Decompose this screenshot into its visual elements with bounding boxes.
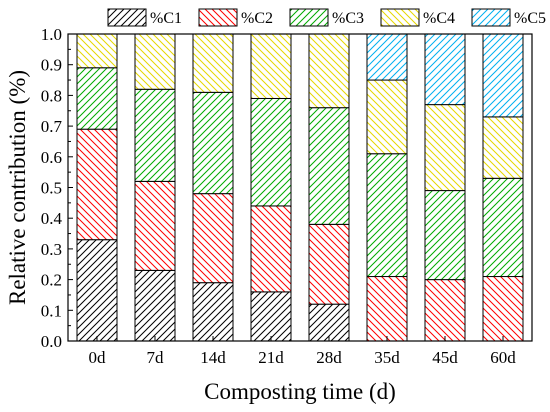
bar-segment-C4-7d: [134, 33, 176, 90]
x-tick-label: 35d: [374, 348, 400, 367]
bar-segment-C2-14d: [192, 193, 234, 284]
legend-swatch-C3: [289, 8, 329, 27]
bar-segment-C2-7d: [134, 180, 176, 271]
bars: [76, 33, 524, 342]
legend-swatch-C4: [380, 8, 420, 27]
legend-label-C1: %C1: [150, 10, 182, 27]
bar-segment-C5-60d: [482, 33, 524, 118]
y-tick-label: 0.7: [41, 117, 63, 136]
bar-segment-C3-14d: [192, 91, 234, 195]
y-axis-title: Relative contribution (%): [5, 70, 30, 305]
y-tick-label: 0.3: [41, 240, 62, 259]
x-tick-label: 14d: [200, 348, 226, 367]
y-tick-label: 0.4: [41, 209, 63, 228]
legend-label-C5: %C5: [514, 10, 546, 27]
bar-segment-C3-45d: [424, 190, 466, 281]
x-tick-label: 0d: [89, 348, 107, 367]
x-axis-title: Composting time (d): [204, 379, 396, 404]
bar-segment-C2-35d: [366, 276, 408, 342]
x-tick-label: 28d: [316, 348, 342, 367]
bar-segment-C1-14d: [192, 282, 234, 342]
y-tick-label: 0.9: [41, 56, 62, 75]
bar-segment-C2-28d: [308, 223, 350, 305]
bar-segment-C4-60d: [482, 116, 524, 179]
bar-segment-C1-0d: [76, 239, 118, 342]
bar-segment-C3-0d: [76, 67, 118, 130]
legend: %C1 %C2 %C3 %C4 %C5: [107, 8, 546, 27]
bar-segment-C1-21d: [250, 291, 292, 342]
y-tick-label: 0.1: [41, 301, 62, 320]
x-tick-label: 21d: [258, 348, 284, 367]
y-tick-label: 0.5: [41, 179, 62, 198]
bar-segment-C3-28d: [308, 107, 350, 225]
bar-segment-C2-0d: [76, 128, 118, 241]
bar-segment-C2-21d: [250, 205, 292, 293]
y-tick-label: 0.2: [41, 271, 62, 290]
bar-segment-C1-7d: [134, 269, 176, 342]
y-tick-label: 1.0: [41, 25, 62, 44]
bar-segment-C4-0d: [76, 33, 118, 69]
legend-swatch-C5: [471, 8, 511, 27]
y-tick-label: 0.6: [41, 148, 62, 167]
legend-swatch-C1: [107, 8, 147, 27]
bar-segment-C3-35d: [366, 153, 408, 278]
bar-segment-C2-60d: [482, 276, 524, 342]
bar-segment-C5-45d: [424, 33, 466, 106]
x-tick-label: 45d: [432, 348, 458, 367]
x-tick-label: 7d: [147, 348, 165, 367]
bar-segment-C3-21d: [250, 97, 292, 207]
legend-swatch-C2: [198, 8, 238, 27]
bar-segment-C4-21d: [250, 33, 292, 99]
bar-segment-C4-35d: [366, 79, 408, 155]
bar-segment-C2-45d: [424, 279, 466, 342]
bar-segment-C4-45d: [424, 104, 466, 192]
y-tick-label: 0.8: [41, 86, 62, 105]
legend-label-C4: %C4: [423, 10, 455, 27]
bar-segment-C1-28d: [308, 303, 350, 342]
bar-segment-C4-28d: [308, 33, 350, 109]
bar-segment-C3-60d: [482, 177, 524, 278]
bar-segment-C3-7d: [134, 88, 176, 182]
legend-label-C3: %C3: [332, 10, 364, 27]
x-tick-label: 60d: [490, 348, 516, 367]
y-tick-label: 0.0: [41, 332, 62, 351]
axes: 0.0 0.1 0.2 0.3 0.4 0.5 0.6 0.7 0.8 0.9 1.0 0d 7d 14d…: [41, 25, 533, 367]
bar-segment-C5-35d: [366, 33, 408, 81]
legend-label-C2: %C2: [241, 10, 273, 27]
bar-segment-C4-14d: [192, 33, 234, 93]
